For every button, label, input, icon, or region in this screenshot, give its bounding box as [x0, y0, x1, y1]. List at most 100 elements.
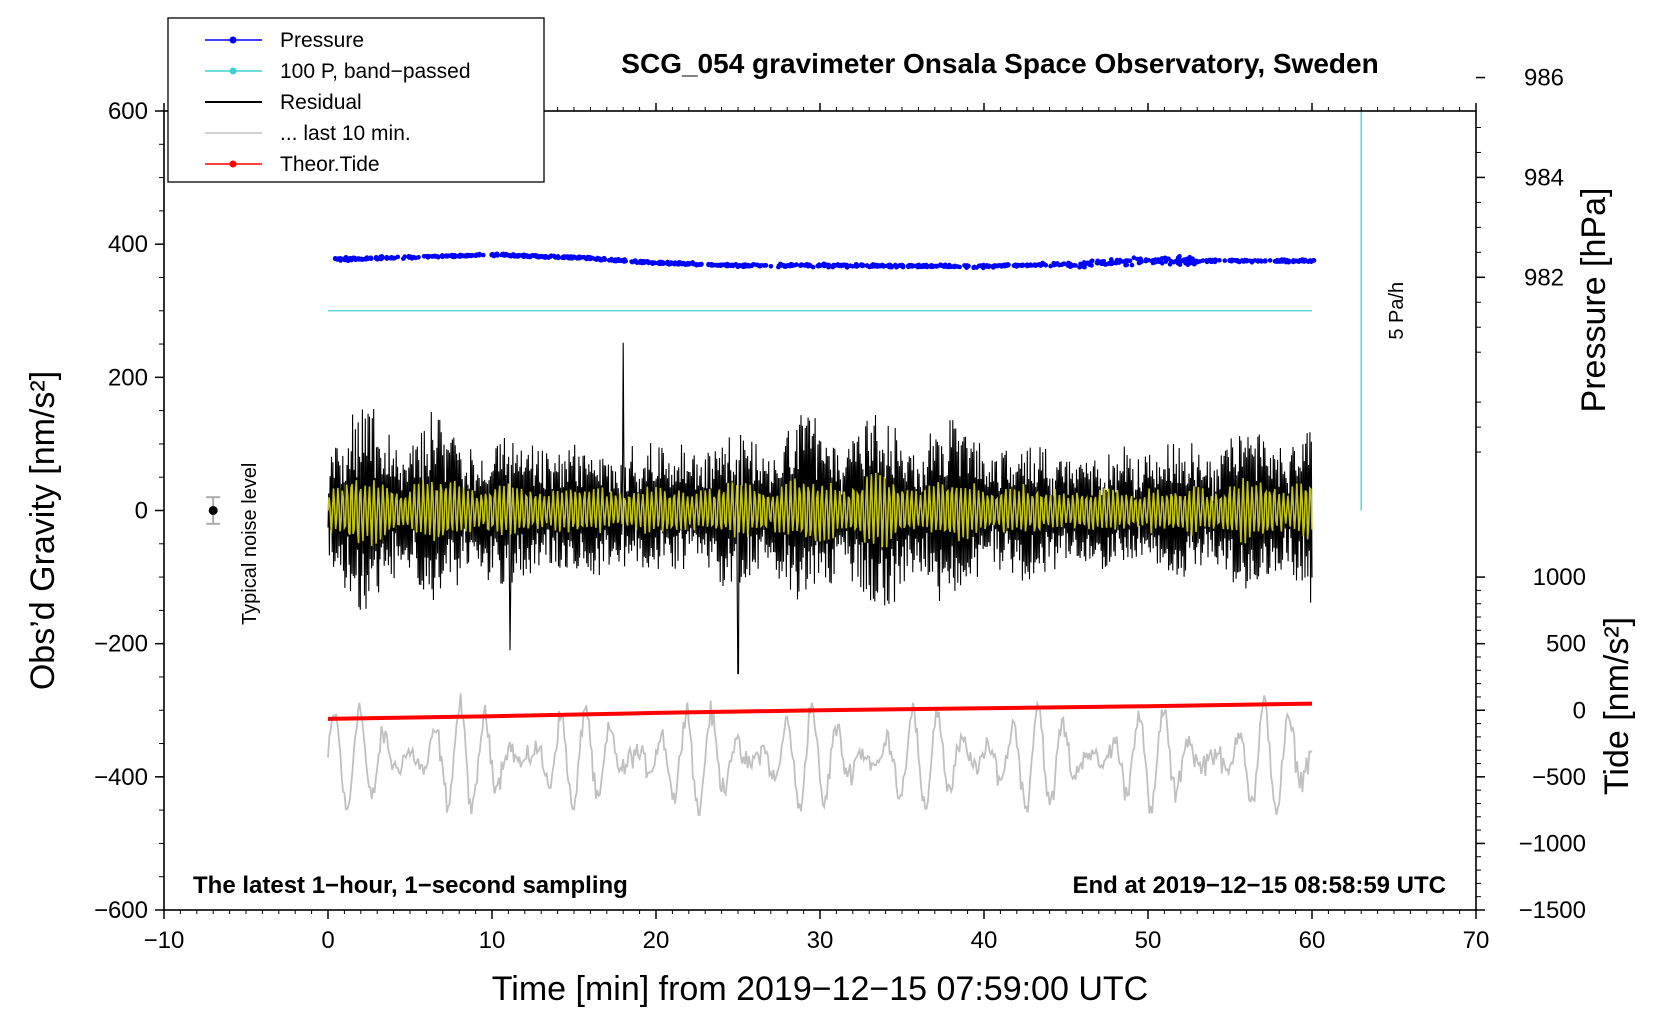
pressure-point — [1183, 261, 1188, 266]
pressure-point — [570, 254, 575, 260]
tide-tick-label: 0 — [1573, 697, 1586, 724]
pressure-point — [780, 262, 786, 268]
pressure-point — [867, 264, 872, 270]
pressure-point — [355, 256, 360, 262]
pressure-point — [1131, 255, 1137, 260]
pressure-point — [1301, 259, 1307, 264]
pressure-point — [1242, 257, 1248, 263]
rate-marker-label: 5 Pa/h — [1386, 282, 1408, 340]
pressure-point — [517, 252, 522, 258]
axes-layer: −10 0 10 20 30 40 50 60 70 −600 −400 −200 0 200 400 600… — [24, 65, 1636, 1008]
pressure-point — [768, 264, 774, 269]
pressure-point — [1111, 260, 1116, 266]
pressure-point — [1217, 258, 1222, 263]
pressure-point — [384, 256, 390, 261]
pressure-point — [1168, 258, 1174, 264]
x-tick-label: 10 — [479, 927, 506, 954]
pressure-point — [481, 252, 486, 258]
pressure-point — [1163, 259, 1169, 264]
pressure-point — [508, 253, 514, 259]
y-axis-title-pressure: Pressure [hPa] — [1575, 188, 1613, 413]
y-tick-label: −600 — [94, 897, 148, 924]
pressure-point — [1176, 256, 1182, 262]
pressure-point — [473, 253, 478, 259]
pressure-point — [942, 262, 948, 268]
pressure-point — [1263, 258, 1268, 264]
pressure-point — [983, 263, 988, 269]
pressure-point — [1279, 259, 1285, 264]
pressure-point — [534, 253, 539, 259]
pressure-point — [659, 259, 665, 265]
pressure-point — [741, 262, 746, 268]
legend-label: Pressure — [280, 29, 364, 52]
pressure-point — [665, 261, 670, 266]
pressure-point — [1090, 258, 1095, 264]
pressure-point — [846, 263, 851, 269]
pressure-point — [1012, 263, 1018, 269]
pressure-point — [1308, 259, 1314, 265]
pressure-point — [1082, 264, 1087, 270]
pressure-point — [1059, 262, 1065, 268]
pressure-point — [789, 263, 794, 268]
pressure-point — [545, 255, 551, 260]
footer-right-note: End at 2019−12−15 08:58:59 UTC — [1072, 872, 1446, 899]
x-tick-label: 0 — [321, 927, 334, 954]
pressure-tick-label: 984 — [1524, 164, 1564, 191]
pressure-point — [1038, 262, 1043, 268]
pressure-point — [810, 264, 816, 270]
pressure-point — [646, 260, 651, 266]
pressure-point — [1005, 262, 1011, 267]
pressure-point — [629, 259, 635, 265]
legend-label: Residual — [280, 91, 362, 114]
series-pressure-points — [332, 251, 1317, 271]
pressure-point — [697, 262, 702, 268]
pressure-point — [368, 255, 373, 261]
pressure-point — [551, 253, 557, 259]
pressure-point — [884, 263, 890, 269]
pressure-point — [1235, 258, 1240, 264]
pressure-point — [650, 260, 656, 265]
pressure-point — [689, 261, 694, 266]
pressure-point — [391, 256, 396, 261]
pressure-point — [1230, 257, 1235, 263]
x-tick-label: 70 — [1463, 927, 1490, 954]
pressure-point — [1249, 260, 1255, 265]
pressure-point — [757, 263, 762, 269]
pressure-point — [721, 262, 727, 268]
pressure-point — [733, 262, 739, 267]
pressure-point — [401, 256, 406, 261]
pressure-tick-label: 982 — [1524, 264, 1564, 291]
pressure-point — [363, 257, 369, 262]
pressure-point — [1001, 263, 1007, 269]
pressure-point — [587, 254, 593, 260]
pressure-point — [751, 262, 756, 267]
legend-swatch — [205, 160, 262, 168]
pressure-point — [493, 252, 499, 257]
pressure-point — [871, 263, 876, 268]
pressure-point — [1107, 261, 1112, 266]
legend-swatch-marker — [229, 160, 237, 168]
legend-label: 100 P, band−passed — [280, 60, 471, 83]
pressure-point — [1129, 262, 1135, 268]
pressure-point — [1283, 259, 1289, 265]
noise-marker-point — [208, 506, 218, 515]
pressure-point — [995, 263, 1000, 269]
pressure-point — [1094, 260, 1100, 266]
tide-tick-label: −1500 — [1519, 897, 1586, 924]
pressure-point — [905, 263, 911, 269]
pressure-point — [616, 258, 622, 264]
pressure-point — [1138, 257, 1144, 263]
tide-tick-label: −500 — [1532, 764, 1586, 791]
pressure-point — [1191, 261, 1197, 267]
pressure-point — [592, 256, 598, 262]
pressure-point — [378, 254, 384, 259]
pressure-point — [1018, 263, 1023, 268]
pressure-point — [1024, 262, 1030, 268]
pressure-point — [1048, 263, 1053, 269]
pressure-point — [693, 262, 699, 267]
pressure-point — [611, 258, 617, 263]
pressure-point — [1143, 257, 1149, 262]
x-tick-label: 20 — [643, 927, 670, 954]
pressure-point — [443, 253, 449, 258]
